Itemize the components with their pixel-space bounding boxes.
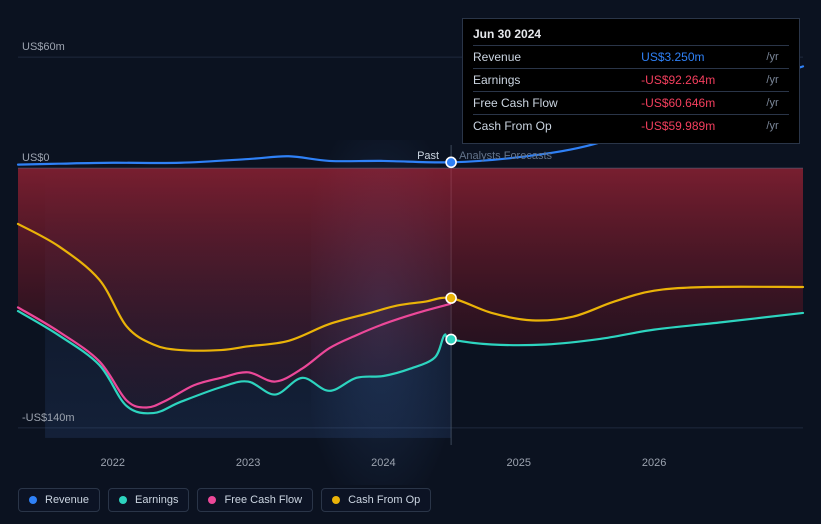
legend-item-fcf[interactable]: Free Cash Flow bbox=[197, 488, 313, 512]
tooltip-row-label: Free Cash Flow bbox=[473, 92, 641, 115]
tooltip-row-value: -US$60.646m bbox=[641, 92, 762, 115]
cfo-marker bbox=[446, 293, 456, 303]
tooltip-row-unit: /yr bbox=[762, 92, 789, 115]
tooltip-row-label: Earnings bbox=[473, 69, 641, 92]
tooltip-row-unit: /yr bbox=[762, 46, 789, 69]
tooltip-row-unit: /yr bbox=[762, 69, 789, 92]
legend-label: Cash From Op bbox=[348, 494, 420, 506]
y-tick-label: US$0 bbox=[22, 152, 50, 164]
tooltip-row: Earnings-US$92.264m/yr bbox=[473, 69, 789, 92]
tooltip-row-value: -US$92.264m bbox=[641, 69, 762, 92]
x-tick-label: 2022 bbox=[100, 457, 124, 469]
chart-legend: Revenue Earnings Free Cash Flow Cash From O… bbox=[18, 488, 431, 512]
legend-dot-icon bbox=[29, 496, 37, 504]
tooltip-row-label: Cash From Op bbox=[473, 115, 641, 138]
x-tick-label: 2025 bbox=[507, 457, 531, 469]
forecast-label: Analysts Forecasts bbox=[459, 150, 552, 162]
tooltip-date: Jun 30 2024 bbox=[473, 25, 789, 43]
tooltip-row: Free Cash Flow-US$60.646m/yr bbox=[473, 92, 789, 115]
tooltip-row-value: US$3.250m bbox=[641, 46, 762, 69]
tooltip-row: RevenueUS$3.250m/yr bbox=[473, 46, 789, 69]
tooltip-row-label: Revenue bbox=[473, 46, 641, 69]
legend-dot-icon bbox=[208, 496, 216, 504]
legend-dot-icon bbox=[119, 496, 127, 504]
tooltip-table: RevenueUS$3.250m/yrEarnings-US$92.264m/y… bbox=[473, 45, 789, 137]
y-tick-label: -US$140m bbox=[22, 412, 75, 424]
legend-dot-icon bbox=[332, 496, 340, 504]
earnings-marker bbox=[446, 334, 456, 344]
tooltip-row: Cash From Op-US$59.989m/yr bbox=[473, 115, 789, 138]
legend-label: Revenue bbox=[45, 494, 89, 506]
legend-label: Free Cash Flow bbox=[224, 494, 302, 506]
legend-item-revenue[interactable]: Revenue bbox=[18, 488, 100, 512]
financials-chart: Jun 30 2024 RevenueUS$3.250m/yrEarnings-… bbox=[0, 0, 821, 524]
tooltip-row-value: -US$59.989m bbox=[641, 115, 762, 138]
revenue-marker bbox=[446, 157, 456, 167]
past-label: Past bbox=[417, 150, 439, 162]
chart-tooltip: Jun 30 2024 RevenueUS$3.250m/yrEarnings-… bbox=[462, 18, 800, 144]
tooltip-row-unit: /yr bbox=[762, 115, 789, 138]
y-tick-label: US$60m bbox=[22, 41, 65, 53]
x-tick-label: 2023 bbox=[236, 457, 260, 469]
legend-label: Earnings bbox=[135, 494, 178, 506]
legend-item-earnings[interactable]: Earnings bbox=[108, 488, 189, 512]
legend-item-cfo[interactable]: Cash From Op bbox=[321, 488, 431, 512]
x-tick-label: 2026 bbox=[642, 457, 666, 469]
x-tick-label: 2024 bbox=[371, 457, 395, 469]
